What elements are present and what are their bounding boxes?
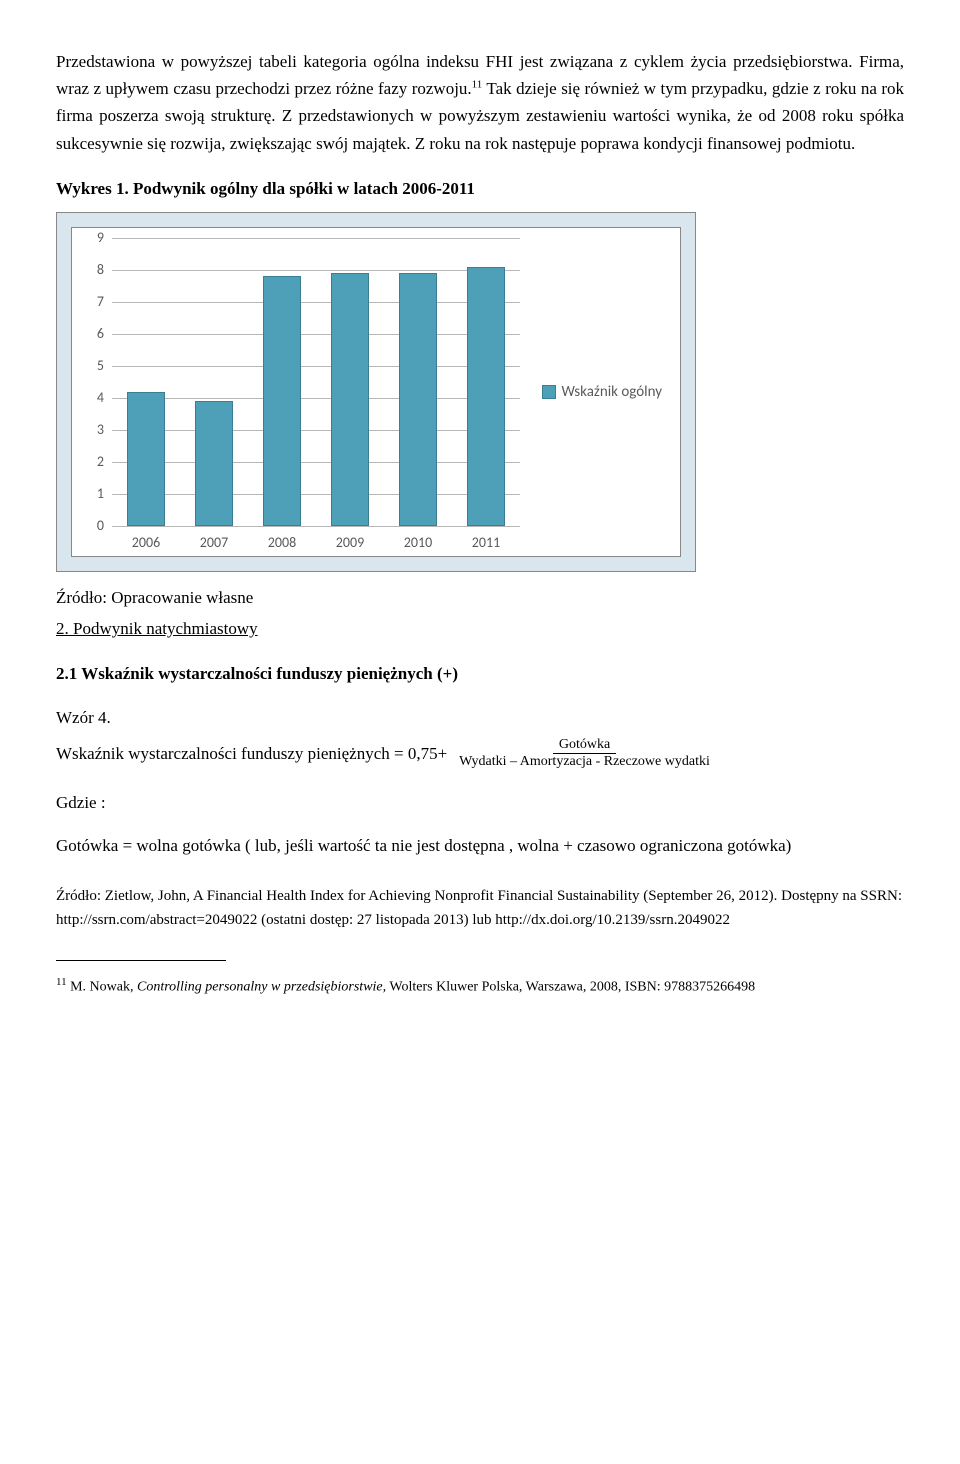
grid-line: [112, 526, 520, 527]
y-tick-label: 6: [97, 323, 112, 345]
grid-line: [112, 398, 520, 399]
grid-line: [112, 302, 520, 303]
bar: [467, 267, 504, 526]
formula: Wskaźnik wystarczalności funduszy pienię…: [56, 737, 904, 772]
section-2-1-title: 2.1 Wskaźnik wystarczalności funduszy pi…: [56, 660, 904, 687]
x-tick-label: 2009: [336, 526, 364, 554]
y-tick-label: 7: [97, 291, 112, 313]
y-tick-label: 5: [97, 355, 112, 377]
formula-denominator: Wydatki – Amortyzacja - Rzeczowe wydatki: [453, 754, 716, 771]
y-tick-label: 1: [97, 483, 112, 505]
chart-plot-area: 0 1 2 3 4 5 6 7 8 9 2006 2007 2008 2009 2010 2011 Wskaź…: [71, 227, 681, 557]
formula-fraction: Gotówka Wydatki – Amortyzacja - Rzeczowe…: [453, 737, 716, 772]
grid-line: [112, 430, 520, 431]
footnote-separator: [56, 960, 226, 961]
y-tick-label: 2: [97, 451, 112, 473]
citation-source: Źródło: Zietlow, John, A Financial Healt…: [56, 884, 904, 932]
bar: [263, 276, 300, 526]
bar: [195, 401, 232, 526]
where-label: Gdzie :: [56, 789, 904, 816]
grid-line: [112, 270, 520, 271]
footnote-11: 11 M. Nowak, Controlling personalny w pr…: [56, 975, 904, 997]
y-tick-label: 3: [97, 419, 112, 441]
footnote-text: M. Nowak, Controlling personalny w przed…: [70, 979, 755, 994]
bar: [399, 273, 436, 526]
grid-line: [112, 334, 520, 335]
grid-line: [112, 462, 520, 463]
grid-line: [112, 494, 520, 495]
y-tick-label: 8: [97, 259, 112, 281]
legend-swatch: [542, 385, 556, 399]
footnote-ref-11: 11: [472, 79, 483, 91]
chart-container: 0 1 2 3 4 5 6 7 8 9 2006 2007 2008 2009 2010 2011 Wskaź…: [56, 212, 696, 572]
chart-legend: Wskaźnik ogólny: [542, 380, 663, 404]
x-tick-label: 2008: [268, 526, 296, 554]
x-tick-label: 2010: [404, 526, 432, 554]
formula-lhs: Wskaźnik wystarczalności funduszy pienię…: [56, 740, 447, 767]
chart-source: Źródło: Opracowanie własne: [56, 584, 904, 611]
grid-line: [112, 366, 520, 367]
bar: [127, 392, 164, 526]
legend-label: Wskaźnik ogólny: [562, 380, 663, 404]
gotowka-definition: Gotówka = wolna gotówka ( lub, jeśli war…: [56, 832, 904, 859]
y-tick-label: 0: [97, 515, 112, 537]
grid-line: [112, 238, 520, 239]
y-tick-label: 4: [97, 387, 112, 409]
section-2-title: 2. Podwynik natychmiastowy: [56, 615, 904, 642]
paragraph-intro: Przedstawiona w powyższej tabeli kategor…: [56, 48, 904, 157]
formula-label: Wzór 4.: [56, 704, 904, 731]
y-tick-label: 9: [97, 227, 112, 249]
formula-numerator: Gotówka: [553, 737, 616, 755]
bar: [331, 273, 368, 526]
footnote-num: 11: [56, 976, 67, 988]
x-tick-label: 2006: [132, 526, 160, 554]
chart-caption: Wykres 1. Podwynik ogólny dla spółki w l…: [56, 175, 904, 202]
x-tick-label: 2011: [472, 526, 500, 554]
x-tick-label: 2007: [200, 526, 228, 554]
